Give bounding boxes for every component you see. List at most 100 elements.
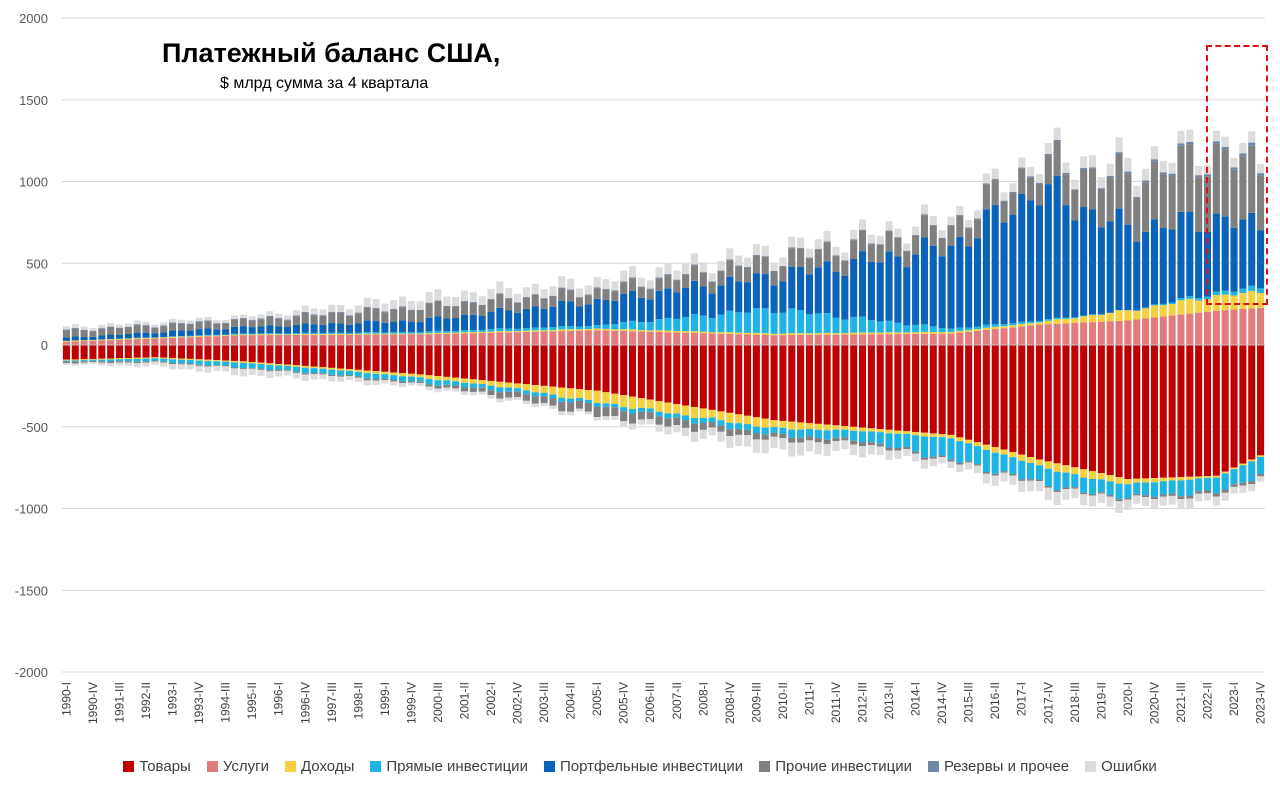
bar-direct [973,326,982,330]
bar-portfolio [1062,205,1070,318]
bar-income [1027,323,1035,326]
bar-income [345,334,354,335]
bar-errors [354,377,362,382]
bar-other [1106,495,1114,497]
bar-income [478,331,486,333]
bar-reserves [275,317,283,319]
bar-reserves [912,234,920,236]
bar-errors [1248,131,1256,143]
bar-goods [186,345,194,359]
bar-reserves [717,270,725,272]
bar-errors [920,204,928,215]
bar-income [1053,463,1061,472]
bar-other [328,374,336,377]
bar-errors [1053,492,1061,506]
bar-other [204,321,212,329]
bar-direct [629,408,637,414]
bar-portfolio [62,337,70,341]
bar-direct [558,397,566,402]
bar-income [328,367,336,370]
bar-services [107,340,115,345]
bar-errors [620,270,628,282]
bar-income [1239,463,1247,466]
y-tick-label: 500 [26,256,48,271]
bar-direct [1080,315,1088,317]
bar-services [248,335,256,345]
bar-income [938,332,946,334]
bar-direct [1035,465,1043,480]
bar-direct [1212,291,1220,296]
bar-income [1212,475,1220,478]
bar-reserves [1168,173,1176,176]
bar-services [416,334,424,345]
bar-portfolio [319,324,327,333]
bar-income [602,328,610,331]
bar-errors [867,445,875,455]
bar-services [558,331,566,345]
bar-services [487,332,495,345]
bar-income [982,444,990,450]
bar-income [717,332,725,334]
bar-services [611,330,619,345]
bar-other [266,316,274,326]
bar-errors [823,443,831,457]
bar-direct [876,321,884,333]
bar-direct [425,379,433,385]
bar-errors [443,387,451,391]
bar-income [514,331,522,333]
bar-other [80,330,88,337]
bar-reserves [850,239,858,241]
bar-reserves [876,244,884,245]
bar-services [655,332,663,345]
bar-other [567,402,575,412]
bar-reserves [319,315,327,316]
bar-other [1088,168,1097,210]
bar-direct [814,313,822,334]
bar-direct [540,392,548,397]
bar-errors [682,427,690,437]
bar-income [867,428,875,432]
bar-portfolio [337,323,345,333]
bar-income [151,337,159,339]
bar-errors [797,442,805,456]
bar-errors [372,298,380,308]
bar-goods [522,345,530,385]
bar-goods [655,345,663,402]
bar-services [222,335,230,345]
x-tick-label: 2002-IV [511,682,525,724]
bar-direct [646,322,654,331]
bar-services [1203,311,1212,345]
bar-income [62,340,70,342]
bar-goods [345,345,354,370]
bar-reserves [611,290,619,292]
bar-other [399,307,407,321]
bar-reserves [1150,159,1158,162]
bar-goods [1186,345,1194,477]
bar-other [1080,492,1088,495]
bar-portfolio [115,334,124,339]
bar-other [98,328,106,336]
bar-direct [832,317,840,334]
bar-direct [673,318,681,331]
bar-errors [1080,156,1088,169]
bar-income [1186,476,1194,480]
bar-errors [903,449,911,456]
bar-other [602,406,610,417]
bar-errors [558,276,566,288]
bar-direct [98,359,106,362]
bar-income [363,333,371,335]
bar-portfolio [266,325,274,334]
bar-goods [1044,345,1052,462]
bar-other [284,369,292,371]
bar-other [248,320,256,328]
bar-other [947,225,955,246]
bar-errors [115,362,124,366]
bar-goods [160,345,168,358]
bar-errors [239,369,247,377]
bar-other [133,325,141,333]
bar-income [310,334,318,335]
bar-errors [186,364,194,370]
bar-errors [540,289,548,299]
bar-direct [1088,479,1097,494]
bar-direct [567,398,575,403]
